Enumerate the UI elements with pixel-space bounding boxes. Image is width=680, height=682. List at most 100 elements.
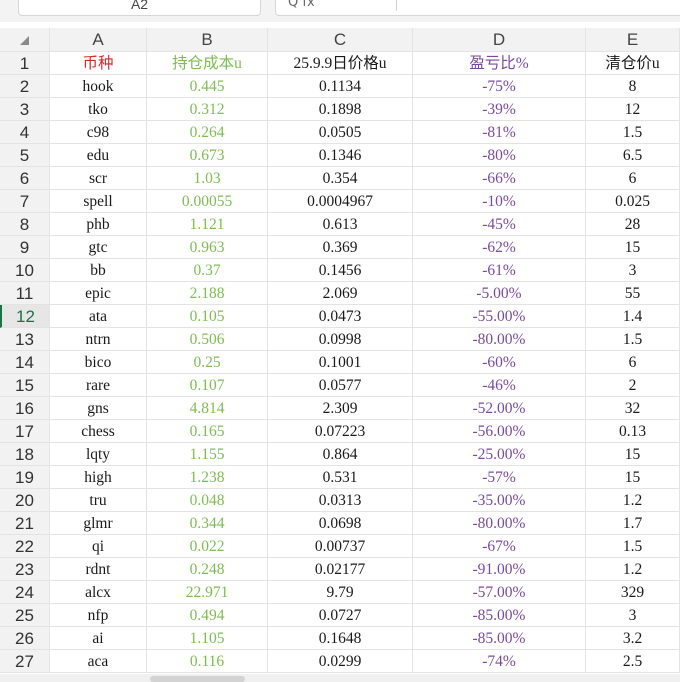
row-header[interactable]: 20 (0, 489, 50, 512)
cell-cost[interactable]: 0.165 (147, 420, 268, 443)
cell-pnl[interactable]: -74% (413, 650, 586, 673)
cell-price[interactable]: 0.0299 (268, 650, 413, 673)
cell-coin[interactable]: tko (50, 98, 147, 121)
cell-price[interactable]: 0.0004967 (268, 190, 413, 213)
cell-cost[interactable]: 0.105 (147, 305, 268, 328)
cell-price[interactable]: 0.531 (268, 466, 413, 489)
row-header[interactable]: 1 (0, 52, 50, 75)
row-header[interactable]: 3 (0, 98, 50, 121)
cell-cost[interactable]: 2.188 (147, 282, 268, 305)
cell-pnl[interactable]: -80% (413, 144, 586, 167)
cell-exit-price[interactable]: 15 (586, 236, 680, 259)
cell-price[interactable]: 0.0505 (268, 121, 413, 144)
row-header[interactable]: 23 (0, 558, 50, 581)
column-header-c[interactable]: C (268, 28, 413, 52)
cell-price[interactable]: 2.309 (268, 397, 413, 420)
cell-price[interactable]: 0.1001 (268, 351, 413, 374)
row-header[interactable]: 17 (0, 420, 50, 443)
cell-exit-price[interactable]: 15 (586, 466, 680, 489)
row-header[interactable]: 12 (0, 305, 50, 328)
column-header-e[interactable]: E (586, 28, 680, 52)
cell-exit-price[interactable]: 1.2 (586, 489, 680, 512)
cell-cost[interactable]: 1.121 (147, 213, 268, 236)
select-all-corner[interactable] (0, 28, 50, 52)
cell-exit-price[interactable]: 32 (586, 397, 680, 420)
cell-cost[interactable]: 4.814 (147, 397, 268, 420)
row-header[interactable]: 21 (0, 512, 50, 535)
header-cell-coin[interactable]: 币种 (50, 52, 147, 75)
cell-price[interactable]: 2.069 (268, 282, 413, 305)
cell-pnl[interactable]: -85.00% (413, 604, 586, 627)
cell-coin[interactable]: phb (50, 213, 147, 236)
cell-coin[interactable]: epic (50, 282, 147, 305)
cell-price[interactable]: 9.79 (268, 581, 413, 604)
row-header[interactable]: 16 (0, 397, 50, 420)
cell-coin[interactable]: rdnt (50, 558, 147, 581)
cell-cost[interactable]: 0.673 (147, 144, 268, 167)
cell-coin[interactable]: ai (50, 627, 147, 650)
cell-exit-price[interactable]: 1.5 (586, 535, 680, 558)
cell-exit-price[interactable]: 3 (586, 259, 680, 282)
cell-pnl[interactable]: -85.00% (413, 627, 586, 650)
cell-price[interactable]: 0.1648 (268, 627, 413, 650)
cell-pnl[interactable]: -25.00% (413, 443, 586, 466)
row-header[interactable]: 4 (0, 121, 50, 144)
cell-cost[interactable]: 0.37 (147, 259, 268, 282)
cell-exit-price[interactable]: 329 (586, 581, 680, 604)
cell-price[interactable]: 0.1456 (268, 259, 413, 282)
header-cell-price[interactable]: 25.9.9日价格u (268, 52, 413, 75)
cell-coin[interactable]: qi (50, 535, 147, 558)
cell-coin[interactable]: edu (50, 144, 147, 167)
row-header[interactable]: 7 (0, 190, 50, 213)
cell-price[interactable]: 0.1346 (268, 144, 413, 167)
row-header[interactable]: 10 (0, 259, 50, 282)
cell-price[interactable]: 0.613 (268, 213, 413, 236)
cell-coin[interactable]: chess (50, 420, 147, 443)
cell-cost[interactable]: 0.344 (147, 512, 268, 535)
cell-exit-price[interactable]: 28 (586, 213, 680, 236)
cell-cost[interactable]: 0.00055 (147, 190, 268, 213)
cell-pnl[interactable]: -55.00% (413, 305, 586, 328)
cell-pnl[interactable]: -57% (413, 466, 586, 489)
cell-price[interactable]: 0.369 (268, 236, 413, 259)
cell-exit-price[interactable]: 2 (586, 374, 680, 397)
cell-cost[interactable]: 22.971 (147, 581, 268, 604)
cell-coin[interactable]: nfp (50, 604, 147, 627)
row-header[interactable]: 15 (0, 374, 50, 397)
cell-price[interactable]: 0.1134 (268, 75, 413, 98)
header-cell-exit-price[interactable]: 清仓价u (586, 52, 680, 75)
cell-pnl[interactable]: -39% (413, 98, 586, 121)
cell-cost[interactable]: 0.248 (147, 558, 268, 581)
cell-price[interactable]: 0.0998 (268, 328, 413, 351)
row-header[interactable]: 25 (0, 604, 50, 627)
cell-exit-price[interactable]: 8 (586, 75, 680, 98)
cell-price[interactable]: 0.0727 (268, 604, 413, 627)
row-header[interactable]: 27 (0, 650, 50, 673)
cell-cost[interactable]: 1.155 (147, 443, 268, 466)
cell-coin[interactable]: scr (50, 167, 147, 190)
cell-pnl[interactable]: -62% (413, 236, 586, 259)
column-header-a[interactable]: A (50, 28, 147, 52)
cell-cost[interactable]: 0.264 (147, 121, 268, 144)
cell-coin[interactable]: lqty (50, 443, 147, 466)
cell-pnl[interactable]: -67% (413, 535, 586, 558)
row-header[interactable]: 9 (0, 236, 50, 259)
cell-exit-price[interactable]: 0.025 (586, 190, 680, 213)
row-header[interactable]: 19 (0, 466, 50, 489)
cell-exit-price[interactable]: 12 (586, 98, 680, 121)
cell-exit-price[interactable]: 6 (586, 351, 680, 374)
row-header[interactable]: 5 (0, 144, 50, 167)
row-header[interactable]: 24 (0, 581, 50, 604)
cell-pnl[interactable]: -91.00% (413, 558, 586, 581)
cell-coin[interactable]: bb (50, 259, 147, 282)
cell-price[interactable]: 0.00737 (268, 535, 413, 558)
cell-cost[interactable]: 0.963 (147, 236, 268, 259)
row-header[interactable]: 2 (0, 75, 50, 98)
cell-pnl[interactable]: -45% (413, 213, 586, 236)
cell-pnl[interactable]: -75% (413, 75, 586, 98)
cell-exit-price[interactable]: 3.2 (586, 627, 680, 650)
cell-exit-price[interactable]: 2.5 (586, 650, 680, 673)
cell-cost[interactable]: 0.445 (147, 75, 268, 98)
cell-coin[interactable]: gns (50, 397, 147, 420)
cell-pnl[interactable]: -46% (413, 374, 586, 397)
